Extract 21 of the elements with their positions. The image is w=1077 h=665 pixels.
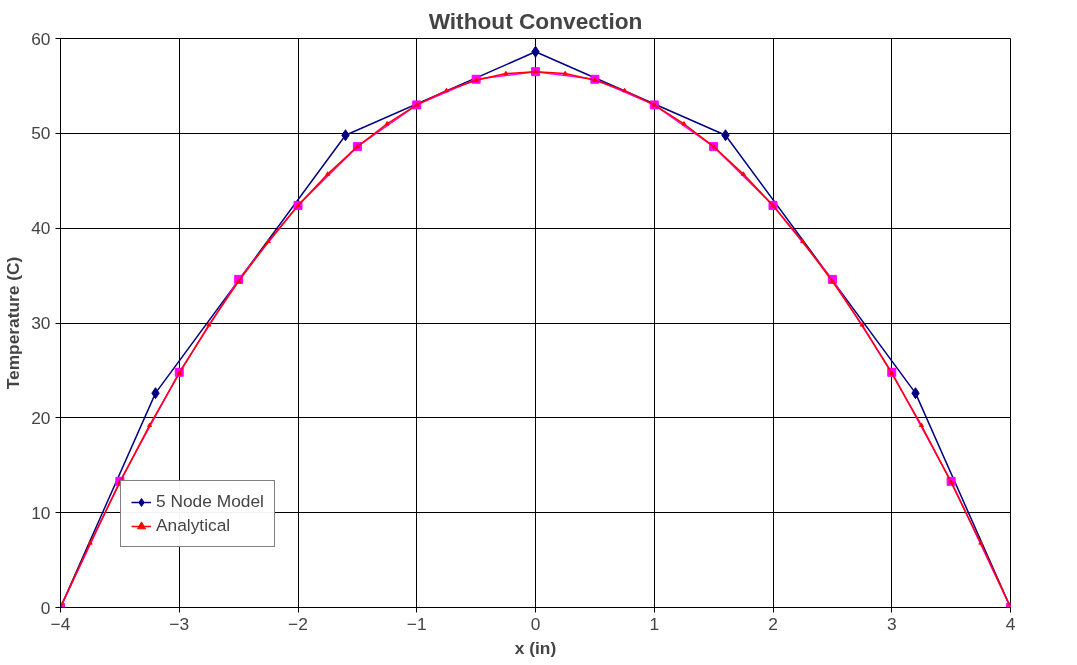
x-tick-label: −1 [406, 613, 427, 634]
chart-title: Without Convection [428, 7, 643, 34]
y-axis-title: Temperature (C) [3, 256, 24, 390]
y-tick-label: 20 [31, 407, 51, 428]
legend-label: Analytical [156, 515, 231, 536]
y-tick-label: 60 [31, 28, 51, 49]
x-tick-label: 4 [1005, 613, 1016, 634]
x-tick-label: 1 [649, 613, 660, 634]
x-tick-label: −3 [169, 613, 190, 634]
y-tick-label: 50 [31, 123, 51, 144]
y-tick-label: 10 [31, 502, 51, 523]
y-tick-label: 30 [31, 313, 51, 333]
x-axis-title: x (in) [514, 637, 557, 658]
x-tick-label: −4 [50, 613, 71, 634]
y-tick-label: 0 [40, 597, 51, 618]
x-tick-label: 2 [768, 613, 778, 634]
x-tick-label: −2 [288, 613, 308, 634]
legend-label: 5 Node Model [156, 491, 264, 512]
x-tick-label: 0 [530, 613, 541, 634]
x-tick-label: 3 [886, 613, 897, 634]
y-tick-label: 40 [31, 218, 51, 239]
